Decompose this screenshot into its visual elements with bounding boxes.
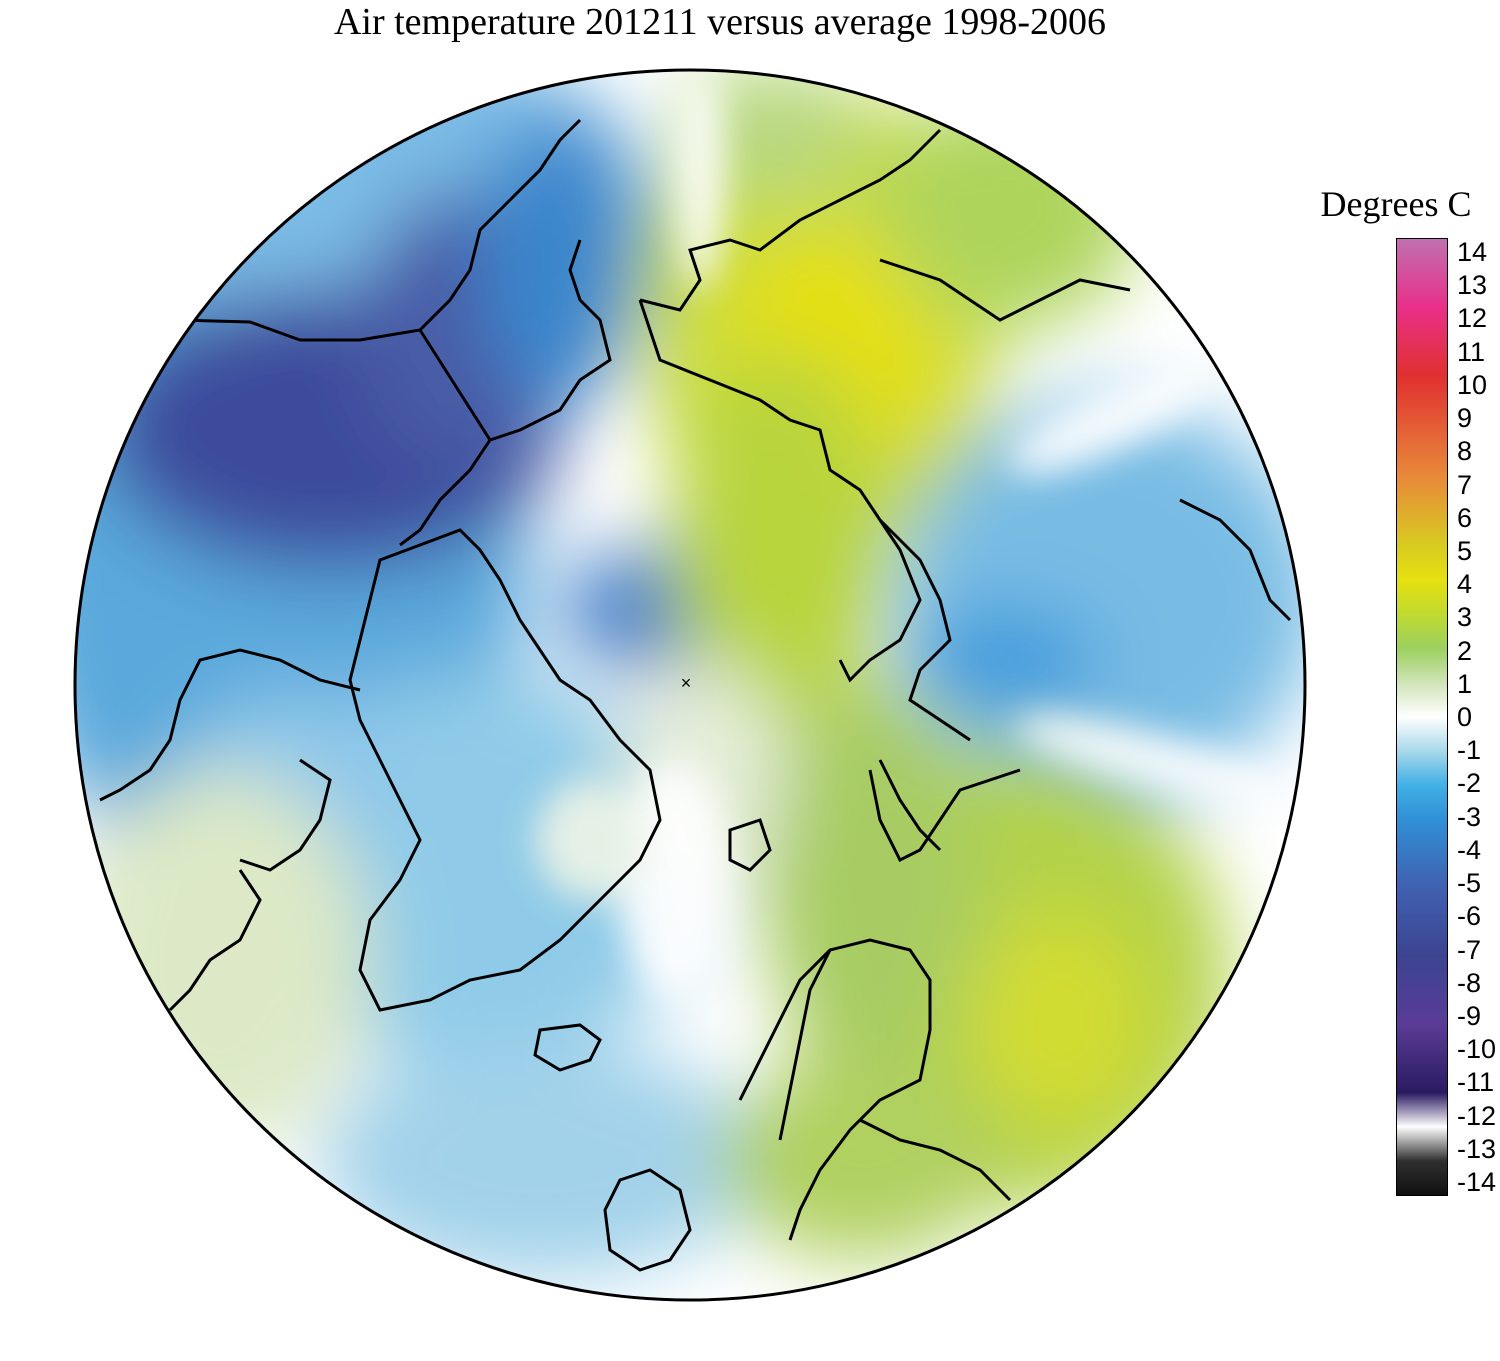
colorbar-tick-label: 9 bbox=[1457, 403, 1473, 434]
colorbar-tick-label: 3 bbox=[1457, 602, 1473, 633]
colorbar-tick-label: 12 bbox=[1457, 303, 1488, 334]
colorbar bbox=[1396, 238, 1448, 1196]
colorbar-tick-label: 13 bbox=[1457, 270, 1488, 301]
colorbar-tick-label: -1 bbox=[1457, 735, 1482, 766]
colorbar-tick-label: 5 bbox=[1457, 535, 1473, 566]
colorbar-tick-label: -5 bbox=[1457, 868, 1482, 899]
map-boundary bbox=[73, 68, 1307, 1302]
colorbar-tick-label: -7 bbox=[1457, 934, 1482, 965]
colorbar-tick-label: 1 bbox=[1457, 668, 1473, 699]
legend-title: Degrees C bbox=[1320, 184, 1472, 224]
coastlines bbox=[99, 118, 1292, 1272]
colorbar-tick-label: 10 bbox=[1457, 369, 1488, 400]
north-pole-marker: × bbox=[681, 673, 692, 693]
colorbar-tick-label: -11 bbox=[1457, 1067, 1495, 1098]
colorbar-tick-label: -10 bbox=[1457, 1034, 1497, 1065]
colorbar-tick-label: -13 bbox=[1457, 1133, 1497, 1164]
colorbar-tick-label: 2 bbox=[1457, 635, 1473, 666]
colorbar-tick-label: 4 bbox=[1457, 569, 1473, 600]
colorbar-tick-label: 0 bbox=[1457, 702, 1473, 732]
colorbar-tick-label: -3 bbox=[1457, 801, 1482, 832]
colorbar-tick-label: 7 bbox=[1457, 469, 1473, 500]
colorbar-tick-label: -14 bbox=[1457, 1167, 1497, 1197]
colorbar-tick-label: -8 bbox=[1457, 967, 1482, 998]
colorbar-tick-label: -6 bbox=[1457, 901, 1482, 932]
colorbar-tick-label: 8 bbox=[1457, 436, 1473, 467]
colorbar-tick-label: 6 bbox=[1457, 502, 1473, 533]
colorbar-tick-label: -12 bbox=[1457, 1100, 1497, 1131]
map-title: Air temperature 201211 versus average 19… bbox=[333, 1, 1107, 43]
colorbar-tick-label: -4 bbox=[1457, 834, 1482, 865]
colorbar-tick-label: -9 bbox=[1457, 1000, 1482, 1031]
colorbar-tick-label: 14 bbox=[1457, 237, 1488, 267]
colorbar-tick-label: 11 bbox=[1457, 336, 1486, 367]
temperature-field bbox=[75, 70, 1305, 1300]
colorbar-tick-label: -2 bbox=[1457, 768, 1482, 799]
